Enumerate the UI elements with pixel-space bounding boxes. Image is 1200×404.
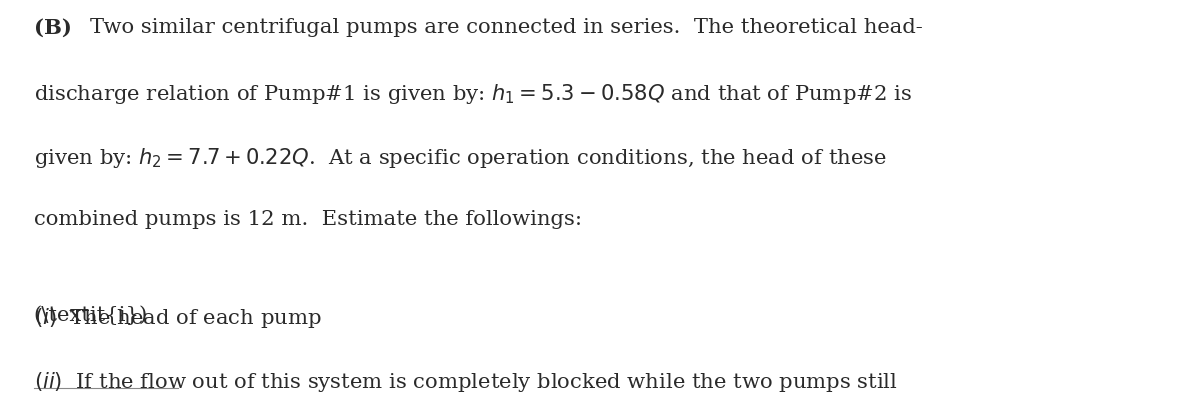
- Text: (\textit{i}): (\textit{i}): [34, 306, 148, 326]
- Text: (B): (B): [34, 18, 72, 38]
- Text: Two similar centrifugal pumps are connected in series.  The theoretical head-: Two similar centrifugal pumps are connec…: [90, 18, 923, 37]
- Text: given by: $h_2 = 7.7 + 0.22Q$.  At a specific operation conditions, the head of : given by: $h_2 = 7.7 + 0.22Q$. At a spec…: [34, 146, 887, 170]
- Text: $(i)$  The head of each pump: $(i)$ The head of each pump: [34, 306, 322, 330]
- Text: combined pumps is 12 m.  Estimate the followings:: combined pumps is 12 m. Estimate the fol…: [34, 210, 582, 229]
- Text: $(ii)$  If the flow out of this system is completely blocked while the two pumps: $(ii)$ If the flow out of this system is…: [34, 370, 898, 393]
- Text: discharge relation of Pump#1 is given by: $h_1 = 5.3 - 0.58Q$ and that of Pump#2: discharge relation of Pump#1 is given by…: [34, 82, 912, 106]
